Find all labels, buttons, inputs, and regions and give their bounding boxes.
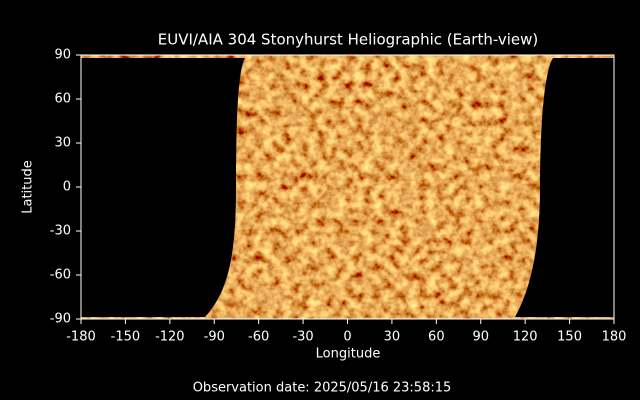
y-tick-label: -60: [50, 268, 71, 283]
x-tick-label: 150: [557, 330, 582, 345]
x-tick-label: 180: [602, 330, 627, 345]
no-data-left: [81, 58, 245, 317]
x-tick-label: 120: [513, 330, 538, 345]
x-tick-label: -30: [292, 330, 313, 345]
y-tick-label: 90: [54, 48, 71, 63]
y-tick-label: 60: [54, 92, 71, 107]
no-data-right: [515, 58, 614, 317]
x-tick-label: -120: [155, 330, 185, 345]
x-tick-label: -90: [204, 330, 225, 345]
x-tick-label: 60: [428, 330, 445, 345]
x-tick-label: -180: [66, 330, 96, 345]
y-tick-label: -30: [50, 224, 71, 239]
x-tick-label: -60: [248, 330, 269, 345]
x-axis-label: Longitude: [316, 347, 381, 362]
x-tick-label: 0: [343, 330, 351, 345]
y-axis-label: Latitude: [21, 160, 36, 214]
x-tick-label: 90: [472, 330, 489, 345]
y-tick-label: 0: [63, 180, 71, 195]
x-tick-label: 30: [384, 330, 401, 345]
solar-map: [81, 55, 614, 319]
observation-date: Observation date: 2025/05/16 23:58:15: [193, 381, 452, 396]
chart-title: EUVI/AIA 304 Stonyhurst Heliographic (Ea…: [158, 31, 539, 49]
x-tick-label: -150: [111, 330, 141, 345]
y-tick-label: 30: [54, 136, 71, 151]
y-tick-label: -90: [50, 312, 71, 327]
